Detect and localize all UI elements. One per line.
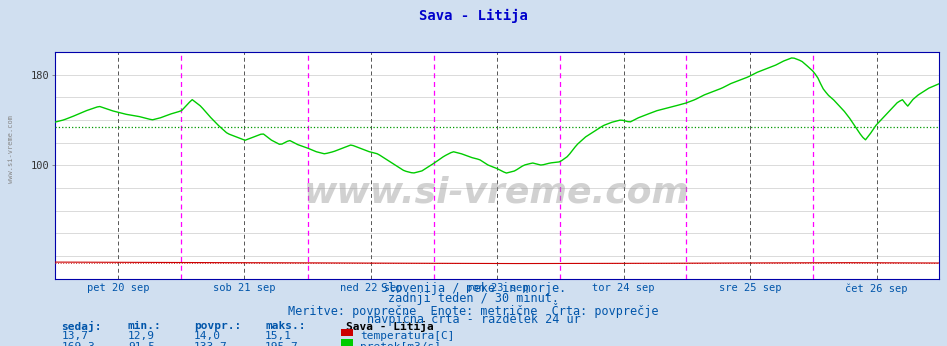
Text: www.si-vreme.com: www.si-vreme.com xyxy=(304,175,690,209)
Text: navpična črta - razdelek 24 ur: navpična črta - razdelek 24 ur xyxy=(366,313,581,326)
Text: Slovenija / reke in morje.: Slovenija / reke in morje. xyxy=(381,282,566,295)
Text: sedaj:: sedaj: xyxy=(62,321,102,332)
Text: 169,3: 169,3 xyxy=(62,342,96,346)
Text: temperatura[C]: temperatura[C] xyxy=(360,331,455,342)
Text: 12,9: 12,9 xyxy=(128,331,155,342)
Text: www.si-vreme.com: www.si-vreme.com xyxy=(9,115,14,183)
Text: Sava - Litija: Sava - Litija xyxy=(420,9,527,23)
Text: Sava - Litija: Sava - Litija xyxy=(346,321,434,332)
Text: povpr.:: povpr.: xyxy=(194,321,241,331)
Text: pretok[m3/s]: pretok[m3/s] xyxy=(360,342,441,346)
Text: 15,1: 15,1 xyxy=(265,331,293,342)
Text: 133,7: 133,7 xyxy=(194,342,228,346)
Text: 195,7: 195,7 xyxy=(265,342,299,346)
Text: Meritve: povprečne  Enote: metrične  Črta: povprečje: Meritve: povprečne Enote: metrične Črta:… xyxy=(288,303,659,318)
Text: 91,5: 91,5 xyxy=(128,342,155,346)
Text: zadnji teden / 30 minut.: zadnji teden / 30 minut. xyxy=(388,292,559,306)
Text: maks.:: maks.: xyxy=(265,321,306,331)
Text: 14,0: 14,0 xyxy=(194,331,222,342)
Text: 13,7: 13,7 xyxy=(62,331,89,342)
Text: min.:: min.: xyxy=(128,321,162,331)
